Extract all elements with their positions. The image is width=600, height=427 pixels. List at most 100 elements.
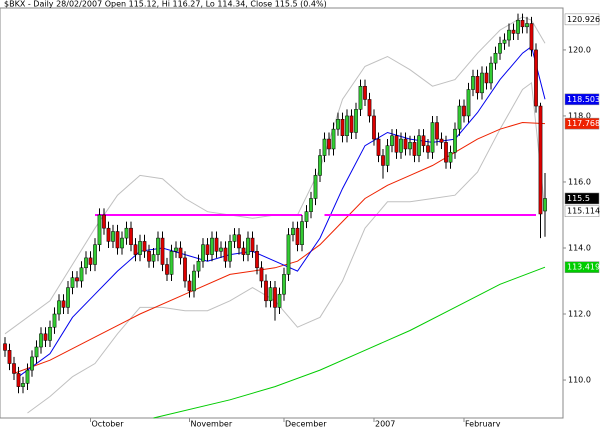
candle-body — [390, 135, 394, 146]
candle-body — [304, 211, 309, 222]
candle-body — [79, 267, 84, 282]
price-box-label: 117.768 — [567, 119, 600, 128]
candle-body — [12, 363, 16, 374]
candle-body — [457, 105, 462, 130]
candle-body — [232, 234, 237, 242]
candle-body — [88, 257, 93, 265]
candle-body — [484, 72, 489, 84]
candle-body — [421, 135, 426, 146]
overlay-line — [4, 16, 546, 335]
candle-body — [291, 227, 295, 236]
candle-body — [385, 145, 390, 166]
price-box-label: 120.926 — [567, 15, 600, 24]
candle-body — [259, 267, 264, 282]
candle-body — [502, 39, 507, 44]
candle-body — [538, 105, 543, 215]
candle-body — [25, 369, 30, 384]
candle-body — [174, 247, 178, 252]
candle-body — [48, 326, 52, 341]
candle-body — [318, 155, 322, 176]
candle-body — [246, 237, 250, 255]
candle-body — [178, 247, 183, 259]
candle-body — [196, 260, 201, 272]
candle-body — [201, 244, 205, 262]
candle-body — [399, 138, 403, 153]
candle-body — [430, 122, 435, 153]
candle-body — [7, 350, 12, 364]
candle-body — [228, 241, 232, 262]
candle-body — [534, 49, 538, 107]
candle-body — [214, 237, 219, 252]
price-box-label: 113.419 — [567, 263, 600, 272]
candle-body — [156, 237, 160, 255]
x-tick-label: October — [92, 420, 125, 427]
candle-body — [516, 19, 520, 34]
candle-body — [102, 214, 106, 229]
candle-body — [444, 142, 448, 163]
x-tick-label: November — [191, 420, 233, 427]
candle-body — [138, 241, 142, 255]
candle-body — [273, 287, 277, 308]
candle-body — [345, 115, 349, 137]
candle-body — [367, 99, 372, 117]
candle-body — [313, 175, 318, 199]
candle-body — [453, 128, 457, 153]
candle-body — [381, 155, 385, 166]
candle-body — [268, 287, 273, 302]
candle-body — [93, 244, 97, 265]
candle-body — [205, 244, 210, 255]
candle-body — [165, 264, 169, 275]
x-tick-label: December — [285, 420, 327, 427]
candle-body — [97, 214, 102, 245]
candle-body — [151, 254, 156, 262]
candle-body — [187, 280, 192, 292]
candle-body — [480, 72, 484, 94]
price-box — [564, 205, 600, 217]
candle-body — [354, 109, 358, 133]
candle-body — [192, 270, 196, 292]
candle-body — [511, 29, 516, 34]
candle-body — [525, 23, 529, 28]
candle-body — [349, 115, 354, 133]
y-tick-label: 110.0 — [568, 376, 591, 385]
y-tick-label: 116.0 — [568, 177, 591, 186]
candle-body — [543, 198, 547, 212]
candle-body — [250, 237, 255, 252]
candle-body — [336, 118, 340, 130]
candle-body — [75, 277, 79, 282]
candle-body — [16, 373, 21, 387]
candle-body — [264, 280, 268, 302]
candle-body — [142, 241, 147, 252]
price-box-label: 115.5 — [567, 194, 590, 203]
candle-body — [70, 277, 75, 288]
chart-title: $BKX - Daily 28/02/2007 Open 115.12, Hi … — [4, 0, 327, 9]
candle-body — [120, 237, 124, 249]
candle-body — [471, 76, 475, 90]
candle-body — [237, 234, 241, 249]
candle-body — [372, 115, 376, 140]
candle-body — [408, 142, 412, 150]
candle-body — [412, 142, 417, 156]
y-tick-label: 112.0 — [568, 310, 591, 319]
candle-body — [43, 333, 48, 341]
price-box — [564, 13, 600, 26]
candle-body — [286, 234, 291, 275]
candle-body — [426, 145, 430, 153]
candle-body — [327, 138, 331, 150]
price-box — [564, 93, 600, 106]
candle-body — [376, 138, 381, 156]
plot-frame — [0, 7, 564, 419]
candle-body — [34, 346, 39, 358]
candle-body — [66, 287, 70, 308]
candle-body — [183, 257, 187, 282]
candle-body — [448, 152, 453, 163]
candle-body — [529, 23, 534, 51]
candle-body — [39, 333, 43, 348]
candle-body — [124, 227, 129, 239]
candle-body — [3, 343, 7, 351]
x-tick-label: 2007 — [375, 420, 395, 427]
candle-body — [255, 251, 259, 269]
candle-body — [277, 293, 282, 308]
overlay-line — [153, 266, 546, 419]
overlay-line — [18, 45, 546, 378]
